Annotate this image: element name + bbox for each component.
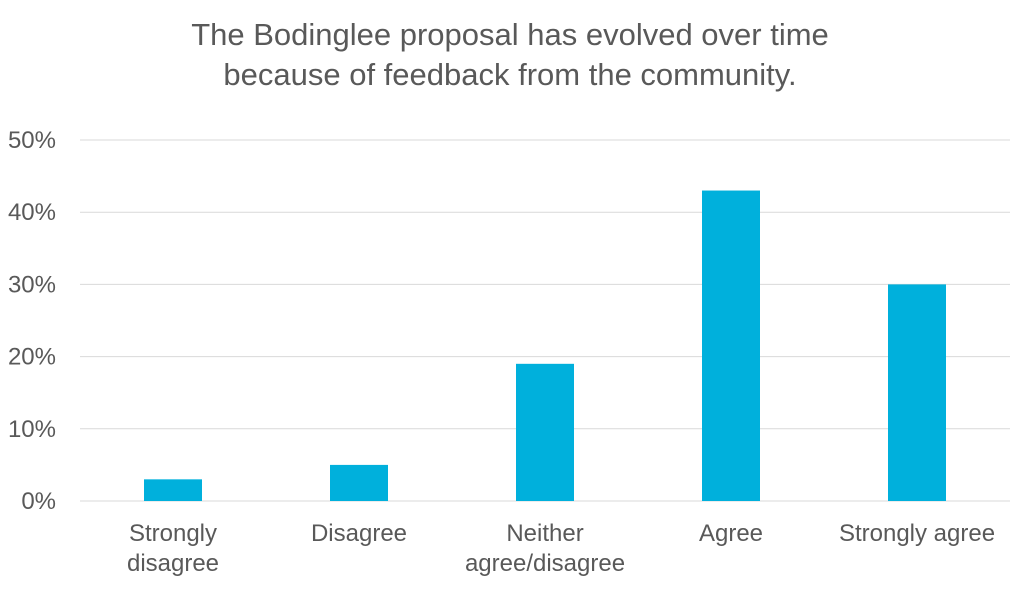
x-category-label-3-line-0: Agree (699, 520, 763, 547)
chart-title: The Bodinglee proposal has evolved over … (191, 17, 829, 92)
bar-4 (888, 284, 946, 501)
x-category-label-0-line-0: Strongly (129, 520, 217, 547)
x-category-label-4-line-0: Strongly agree (839, 520, 995, 547)
y-tick-label-1: 10% (8, 416, 56, 443)
y-tick-label-2: 20% (8, 344, 56, 371)
bar-2 (516, 363, 574, 501)
y-tick-label-0: 0% (21, 488, 56, 515)
chart-title-line-1: The Bodinglee proposal has evolved over … (191, 17, 829, 52)
bar-3 (702, 190, 760, 502)
y-tick-label-5: 50% (8, 127, 56, 154)
x-category-label-2-line-0: Neither (506, 520, 583, 547)
bar-1 (330, 464, 388, 501)
y-axis: 0% 10% 20% 30% 40% 50% (8, 127, 56, 515)
x-category-label-1-line-0: Disagree (311, 520, 407, 547)
y-tick-label-3: 30% (8, 271, 56, 298)
x-category-label-0-line-1: disagree (127, 550, 219, 577)
bar-0 (144, 479, 202, 501)
x-axis: Strongly disagree Disagree Neither agree/dis… (127, 520, 995, 577)
y-tick-label-4: 40% (8, 199, 56, 226)
x-category-label-2-line-1: agree/disagree (465, 550, 625, 577)
bars (144, 190, 946, 502)
chart-title-line-2: because of feedback from the community. (223, 57, 796, 92)
gridlines (80, 139, 1010, 502)
